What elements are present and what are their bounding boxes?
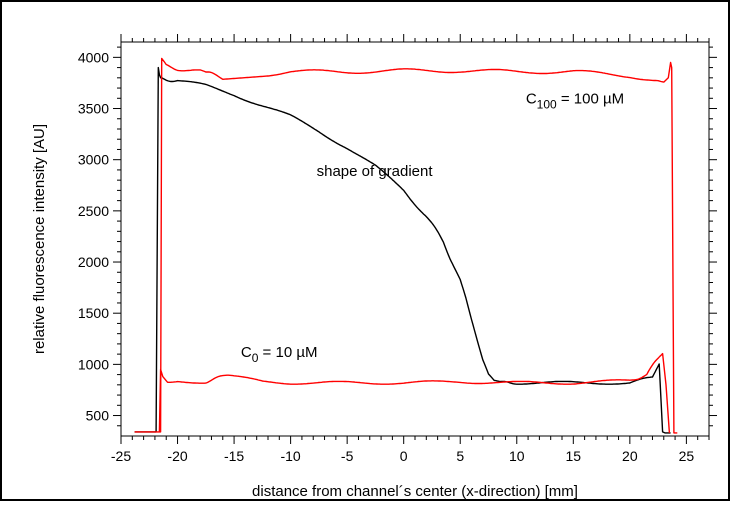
axis-tick-labels: -25 -20 -15 -10 -5 0 5 10 15 20 255001000150020002… (78, 49, 695, 464)
x-tick-label: -10 (280, 448, 300, 464)
annotation-c0-main: C (241, 344, 252, 361)
y-tick-label: 3000 (78, 152, 109, 168)
annotation-c0-subscript: 0 (252, 351, 259, 365)
annotation-c100-subscript: 100 (537, 97, 557, 111)
x-tick-label: -15 (224, 448, 244, 464)
y-tick-label: 2500 (78, 203, 109, 219)
y-tick-label: 500 (86, 408, 110, 424)
y-tick-label: 1000 (78, 356, 109, 372)
annotation-c100-main: C (526, 90, 537, 107)
y-tick-label: 1500 (78, 305, 109, 321)
series-gradient-line (134, 66, 671, 434)
annotation-c100-value: = 100 µM (557, 90, 624, 107)
x-tick-label: -5 (341, 448, 354, 464)
y-axis-label: relative fluorescence intensity [AU] (31, 124, 48, 354)
x-tick-label: -25 (111, 448, 131, 464)
series-c100-line (134, 57, 678, 434)
annotation-shape-of-gradient: shape of gradient (317, 163, 434, 180)
x-tick-label: 10 (509, 448, 525, 464)
x-tick-label: 15 (566, 448, 582, 464)
x-tick-label: 20 (622, 448, 638, 464)
series-c0-line (158, 352, 671, 433)
x-tick-label: 0 (400, 448, 408, 464)
x-tick-label: 5 (456, 448, 464, 464)
annotation-c0: C0 = 10 µM (241, 344, 318, 365)
x-tick-label: -20 (167, 448, 187, 464)
y-tick-label: 4000 (78, 49, 109, 65)
axis-ticks (113, 34, 717, 444)
data-lines (134, 57, 678, 434)
y-tick-label: 3500 (78, 101, 109, 117)
y-tick-label: 2000 (78, 254, 109, 270)
annotation-c100: C100 = 100 µM (526, 90, 624, 111)
x-tick-label: 25 (679, 448, 695, 464)
annotation-c0-value: = 10 µM (258, 344, 317, 361)
chart-frame (0, 0, 730, 501)
x-axis-label: distance from channel´s center (x-direct… (252, 483, 578, 500)
